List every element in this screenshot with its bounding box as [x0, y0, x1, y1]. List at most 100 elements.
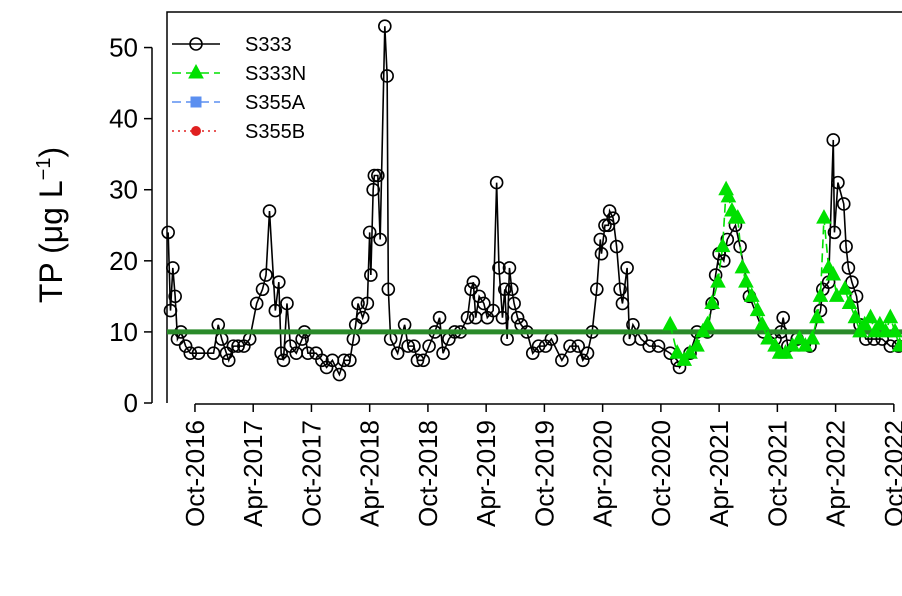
x-tick-label: Oct-2019 [529, 420, 559, 527]
point [694, 322, 711, 338]
legend-marker [189, 37, 203, 51]
point [651, 339, 666, 353]
y-label-text: TP (μg L [33, 180, 69, 303]
point [590, 282, 604, 297]
point [593, 232, 608, 247]
point [689, 337, 705, 352]
legend-label: S355B [245, 121, 305, 143]
point [777, 344, 794, 359]
point [841, 294, 858, 309]
point [776, 310, 790, 325]
point [360, 296, 375, 311]
point [825, 265, 842, 281]
legend-label: S333 [245, 34, 292, 56]
point [720, 187, 737, 203]
x-tick-label: Oct-2018 [413, 420, 443, 527]
point [507, 296, 521, 311]
point [166, 261, 180, 275]
point [662, 315, 679, 331]
point [828, 287, 845, 302]
point [887, 322, 902, 338]
point [749, 301, 766, 317]
point [598, 218, 612, 233]
point [613, 282, 627, 297]
point [226, 339, 241, 353]
point [464, 282, 478, 297]
point [791, 329, 808, 345]
point [337, 353, 351, 368]
point [380, 69, 394, 83]
point [676, 351, 693, 366]
point [373, 232, 387, 247]
y-tick-label: 40 [109, 104, 138, 134]
point [734, 258, 751, 274]
point [191, 346, 206, 361]
point [571, 339, 585, 353]
point [826, 133, 841, 147]
point [343, 353, 357, 368]
point [280, 296, 294, 311]
legend-label: S355A [245, 92, 306, 114]
point [877, 322, 894, 338]
point [274, 346, 288, 361]
y-tick-label: 10 [109, 317, 138, 347]
point [555, 353, 569, 368]
point [804, 329, 821, 345]
point [422, 339, 436, 353]
point [816, 209, 832, 224]
point [882, 308, 899, 324]
point [219, 346, 234, 361]
point [699, 315, 716, 331]
point [606, 211, 620, 225]
point [416, 353, 431, 368]
y-axis-label: TP (μg L−1) [33, 147, 69, 303]
point [460, 310, 475, 325]
point [351, 296, 365, 311]
point [841, 261, 856, 275]
point [504, 282, 519, 297]
x-tick-label: Apr-2018 [355, 420, 385, 527]
x-tick-label: Oct-2020 [646, 420, 676, 527]
point [620, 261, 634, 275]
point [839, 239, 853, 254]
x-tick-label: Apr-2020 [588, 420, 618, 527]
point [178, 339, 193, 353]
point [754, 315, 771, 331]
point [168, 289, 182, 304]
x-tick-label: Apr-2019 [471, 420, 501, 527]
point [594, 246, 609, 261]
point [355, 310, 370, 325]
point [872, 315, 888, 331]
point [601, 218, 616, 233]
point [669, 344, 686, 359]
point [163, 303, 178, 318]
point [206, 346, 221, 361]
legend-marker [191, 126, 201, 136]
x-tick-label: Oct-2016 [180, 420, 210, 527]
point [436, 346, 450, 361]
y-tick-label: 30 [109, 175, 138, 205]
x-tick-label: Oct-2022 [879, 420, 902, 527]
point [642, 339, 657, 353]
y-tick-label: 20 [109, 246, 138, 276]
point [272, 275, 286, 289]
point [716, 254, 731, 268]
point [760, 329, 776, 345]
y-tick-label: 50 [109, 33, 138, 63]
point [710, 273, 726, 288]
point [862, 308, 879, 324]
point [682, 344, 698, 359]
point [492, 261, 506, 275]
point [580, 346, 595, 361]
point [472, 289, 486, 304]
point [495, 310, 510, 325]
point [381, 282, 396, 297]
point [852, 322, 868, 338]
point [390, 346, 405, 361]
point [738, 273, 754, 288]
x-tick-label: Apr-2021 [704, 420, 734, 527]
point [809, 308, 825, 324]
point [378, 19, 392, 34]
point [276, 353, 291, 368]
y-label-end: ) [33, 147, 69, 158]
